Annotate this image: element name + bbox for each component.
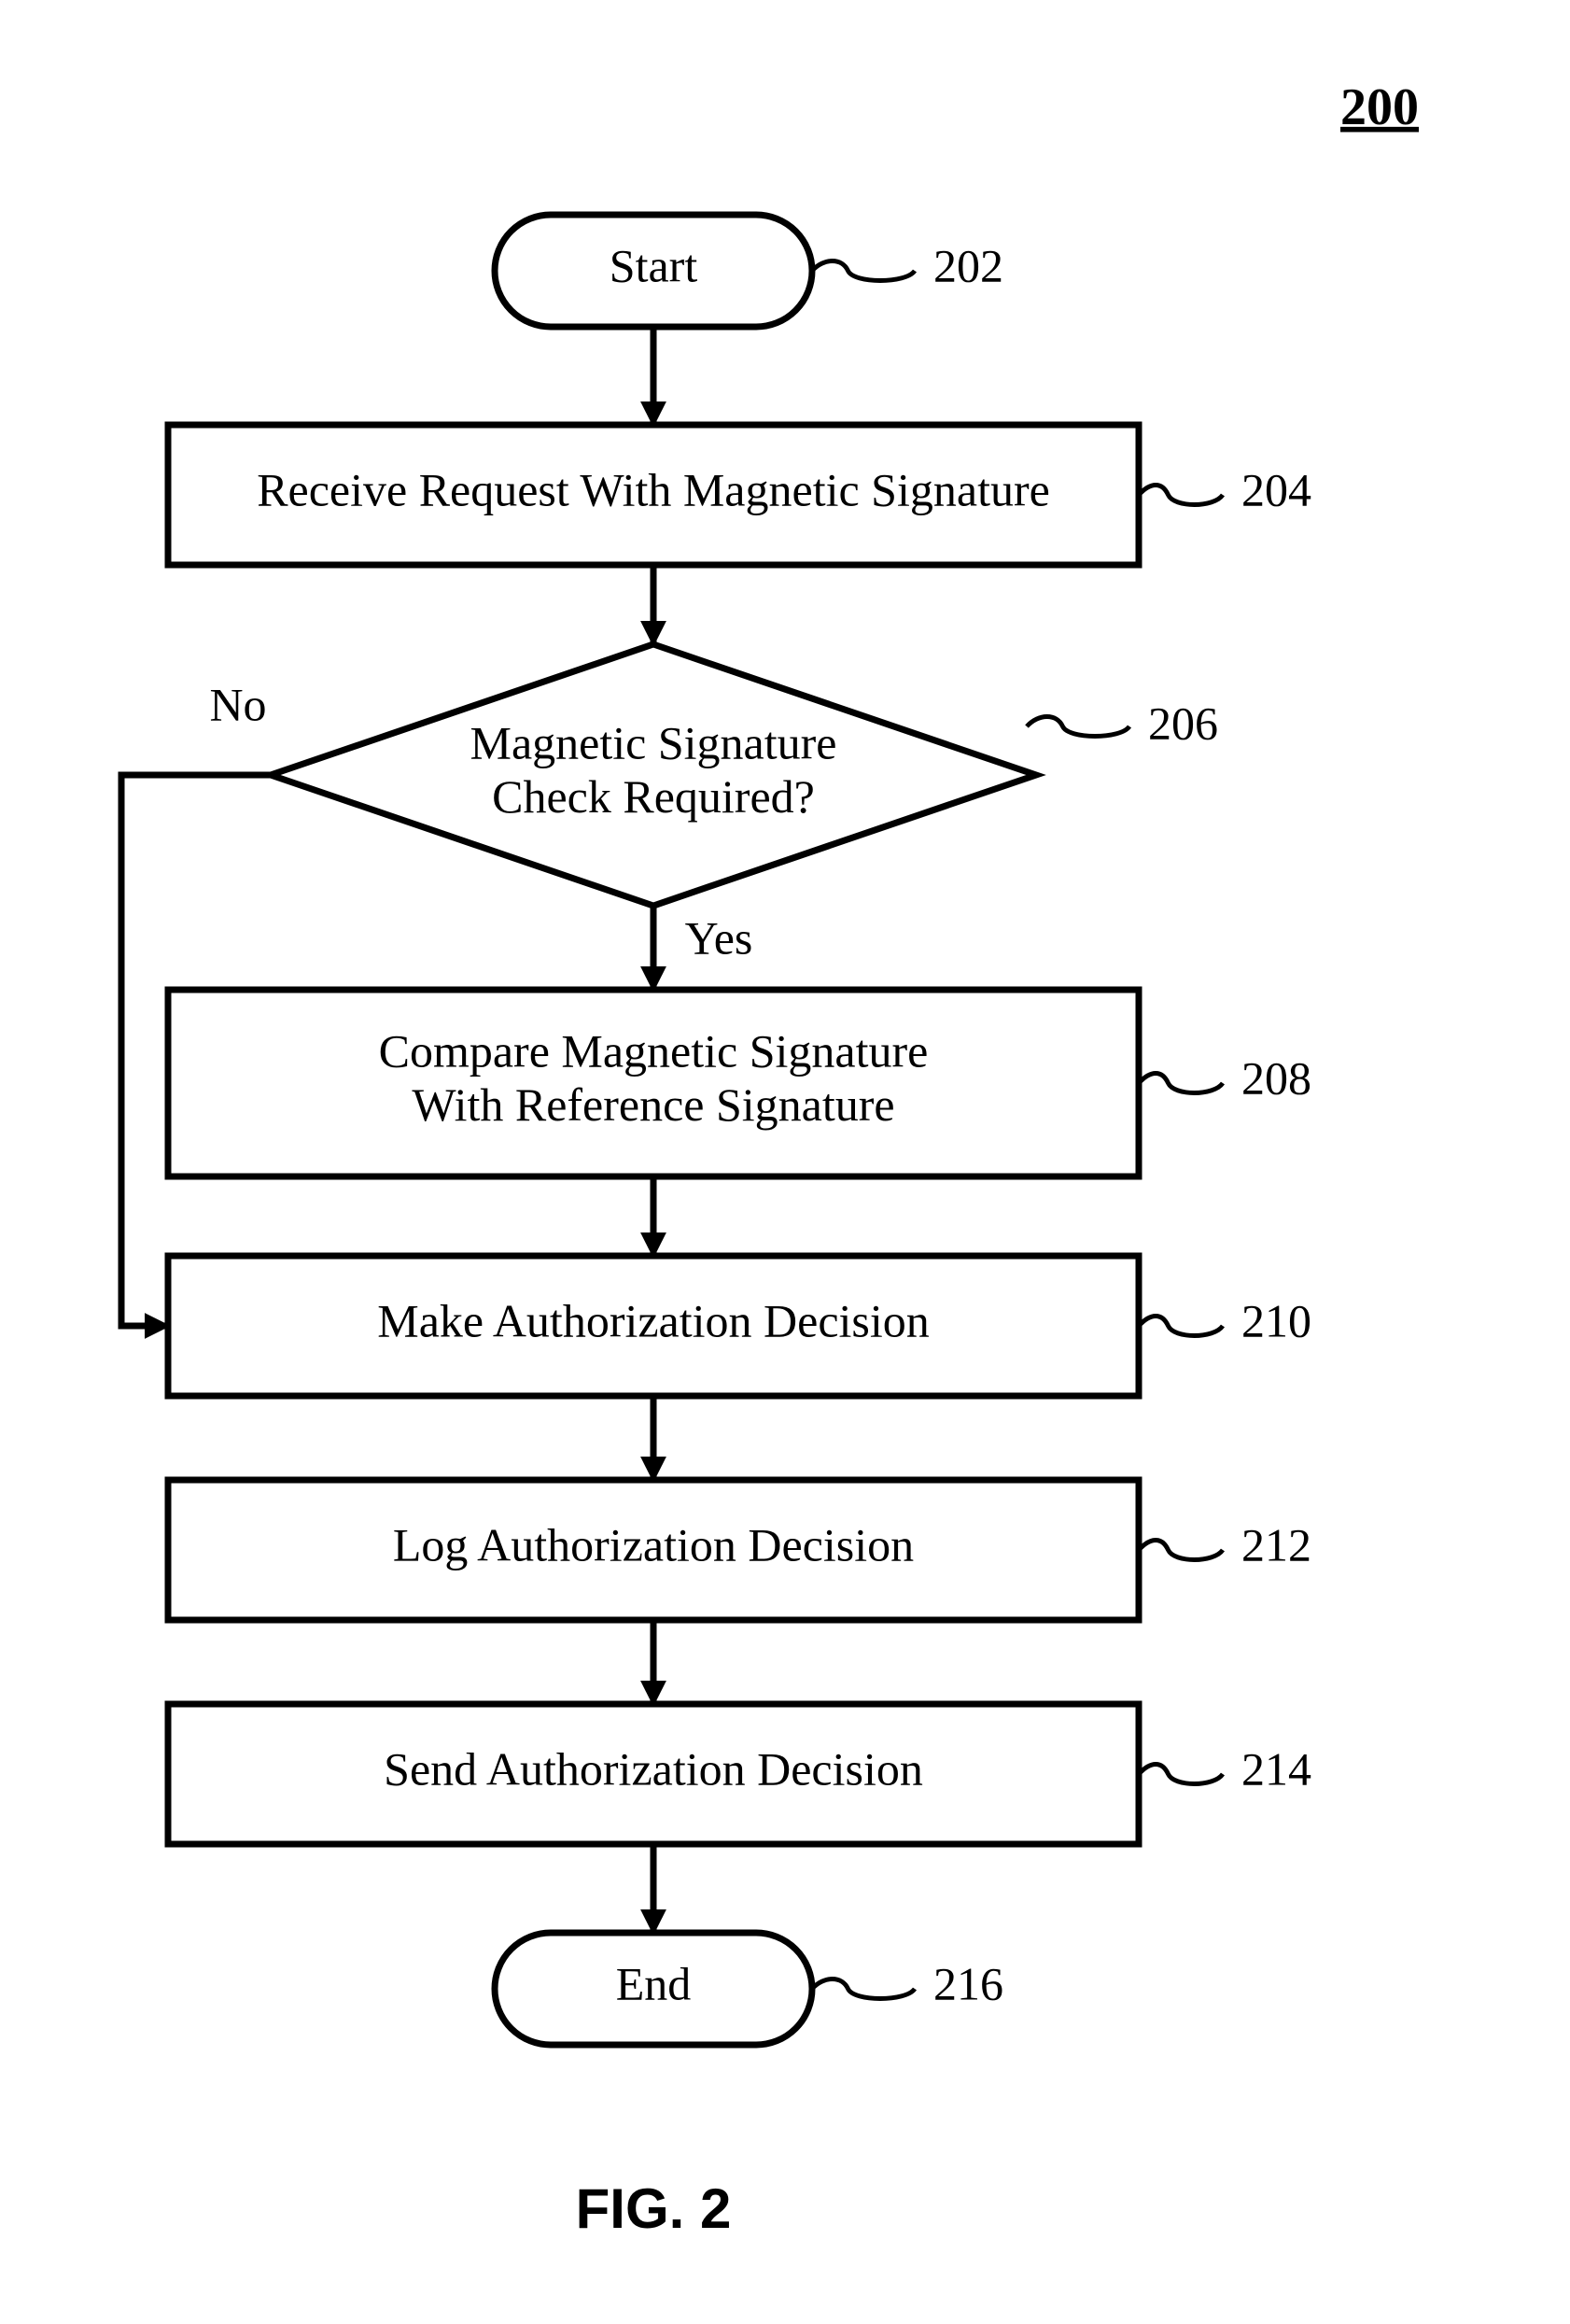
- svg-text:210: 210: [1241, 1294, 1311, 1346]
- svg-text:216: 216: [933, 1957, 1003, 2009]
- svg-text:Check Required?: Check Required?: [492, 770, 815, 823]
- svg-text:214: 214: [1241, 1742, 1311, 1795]
- svg-text:Yes: Yes: [685, 911, 753, 964]
- svg-text:Magnetic Signature: Magnetic Signature: [470, 717, 837, 769]
- svg-text:No: No: [209, 678, 266, 730]
- svg-text:With Reference Signature: With Reference Signature: [412, 1078, 894, 1131]
- svg-text:204: 204: [1241, 463, 1311, 515]
- page-number: 200: [1340, 78, 1419, 136]
- svg-text:Log Authorization Decision: Log Authorization Decision: [393, 1518, 914, 1570]
- node-receive: Receive Request With Magnetic Signature: [168, 425, 1139, 565]
- node-start: Start: [495, 215, 812, 327]
- svg-text:Start: Start: [610, 239, 698, 291]
- node-end: End: [495, 1933, 812, 2045]
- svg-text:Send Authorization Decision: Send Authorization Decision: [384, 1742, 923, 1795]
- svg-text:Receive Request With Magnetic: Receive Request With Magnetic Signature: [257, 463, 1050, 515]
- node-compare: Compare Magnetic SignatureWith Reference…: [168, 990, 1139, 1176]
- svg-text:212: 212: [1241, 1518, 1311, 1570]
- svg-text:Make Authorization Decision: Make Authorization Decision: [377, 1294, 930, 1346]
- figure-label: FIG. 2: [576, 2177, 732, 2240]
- node-send: Send Authorization Decision: [168, 1704, 1139, 1844]
- node-check: Magnetic SignatureCheck Required?: [271, 644, 1036, 906]
- svg-text:206: 206: [1148, 697, 1218, 749]
- svg-text:End: End: [616, 1957, 692, 2009]
- svg-text:Compare Magnetic Signature: Compare Magnetic Signature: [379, 1025, 929, 1077]
- node-make: Make Authorization Decision: [168, 1256, 1139, 1396]
- node-log: Log Authorization Decision: [168, 1480, 1139, 1620]
- svg-text:208: 208: [1241, 1051, 1311, 1104]
- svg-text:202: 202: [933, 239, 1003, 291]
